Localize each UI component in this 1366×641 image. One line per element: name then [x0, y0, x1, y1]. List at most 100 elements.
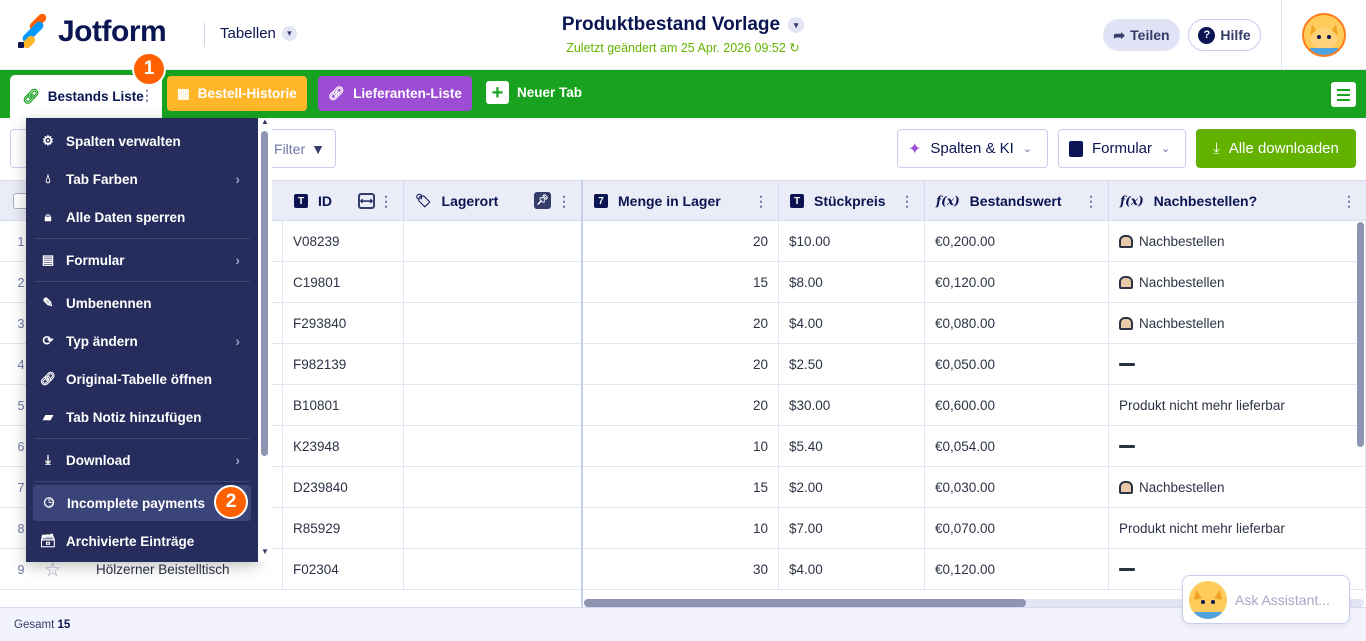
- menu-item-archivierte-eintraege[interactable]: 🗃︎ Archivierte Einträge: [26, 523, 258, 559]
- menu-item-typ-aendern[interactable]: ⟳ Typ ändern ›: [26, 323, 258, 359]
- cell-reorder[interactable]: [1109, 426, 1366, 467]
- cell-price[interactable]: $30.00: [779, 385, 925, 426]
- cell-loc[interactable]: [404, 549, 582, 590]
- page-title[interactable]: Produktbestand Vorlage ▾: [562, 14, 805, 36]
- cell-loc[interactable]: [404, 303, 582, 344]
- column-menu-icon[interactable]: ⋮: [1342, 193, 1356, 209]
- menu-scrollbar-thumb[interactable]: [261, 131, 268, 456]
- tab-bestell-historie[interactable]: ▦ Bestell-Historie: [167, 76, 307, 111]
- cell-id[interactable]: K23948: [283, 426, 404, 467]
- cell-id[interactable]: C19801: [283, 262, 404, 303]
- cell-qty[interactable]: 10: [583, 508, 779, 549]
- cell-value[interactable]: €0,600.00: [925, 385, 1109, 426]
- tab-options-icon[interactable]: ⋮: [140, 87, 154, 103]
- column-menu-icon[interactable]: ⋮: [900, 193, 914, 209]
- cell-id[interactable]: D239840: [283, 467, 404, 508]
- cell-id[interactable]: F02304: [283, 549, 404, 590]
- cell-price[interactable]: $7.00: [779, 508, 925, 549]
- column-header-bestandswert[interactable]: f(x) Bestandswert ⋮: [925, 181, 1109, 221]
- tab-bestands-liste[interactable]: 🔗︎ Bestands Liste ⋮: [10, 75, 162, 118]
- cell-id[interactable]: R85929: [283, 508, 404, 549]
- search-box-edge[interactable]: [10, 129, 30, 168]
- cell-qty[interactable]: 20: [583, 303, 779, 344]
- cell-value[interactable]: €0,200.00: [925, 221, 1109, 262]
- cell-reorder[interactable]: Produkt nicht mehr lieferbar: [1109, 508, 1366, 549]
- cell-name[interactable]: [86, 262, 283, 303]
- menu-item-download[interactable]: ⤓ Download ›: [26, 442, 258, 478]
- share-button[interactable]: ➦ Teilen: [1103, 19, 1180, 51]
- cell-qty[interactable]: 30: [583, 549, 779, 590]
- tables-dropdown[interactable]: Tabellen ▾: [220, 25, 297, 42]
- column-header-lagerort[interactable]: 🏷︎ Lagerort 📌︎ ⋮: [404, 181, 582, 221]
- new-tab-button[interactable]: + Neuer Tab: [486, 81, 582, 104]
- column-menu-icon[interactable]: ⋮: [557, 193, 571, 209]
- cell-reorder[interactable]: Nachbestellen: [1109, 467, 1366, 508]
- cell-value[interactable]: €0,080.00: [925, 303, 1109, 344]
- cell-loc[interactable]: [404, 262, 582, 303]
- cell-price[interactable]: $8.00: [779, 262, 925, 303]
- columns-ai-button[interactable]: ✦ Spalten & KI ⌄: [897, 129, 1048, 168]
- menu-item-formular[interactable]: ▤ Formular ›: [26, 242, 258, 278]
- cell-name[interactable]: [86, 426, 283, 467]
- cell-reorder[interactable]: Nachbestellen: [1109, 221, 1366, 262]
- cell-price[interactable]: $4.00: [779, 303, 925, 344]
- menu-item-tab-notiz[interactable]: ▰ Tab Notiz hinzufügen: [26, 399, 258, 435]
- column-header-id[interactable]: T ID ⟷ ⋮: [283, 181, 404, 221]
- menu-item-original-tabelle[interactable]: 🔗︎ Original-Tabelle öffnen: [26, 361, 258, 397]
- cell-qty[interactable]: 15: [583, 467, 779, 508]
- cell-loc[interactable]: [404, 385, 582, 426]
- cell-qty[interactable]: 15: [583, 262, 779, 303]
- cell-price[interactable]: $4.00: [779, 549, 925, 590]
- vertical-scrollbar[interactable]: [1357, 222, 1364, 447]
- table-row[interactable]: 9 ☆ Hölzerner Beistelltisch F02304 30 $4.00 €0…: [0, 549, 1366, 590]
- cell-loc[interactable]: [404, 426, 582, 467]
- cell-value[interactable]: €0,054.00: [925, 426, 1109, 467]
- column-header-nachbestellen[interactable]: f(x) Nachbestellen? ⋮: [1109, 181, 1366, 221]
- cell-loc[interactable]: [404, 467, 582, 508]
- cell-reorder[interactable]: Nachbestellen: [1109, 262, 1366, 303]
- horizontal-scrollbar-thumb[interactable]: [584, 599, 1026, 607]
- ask-assistant-button[interactable]: Ask Assistant...: [1182, 575, 1350, 624]
- cell-name[interactable]: [86, 221, 283, 262]
- cell-loc[interactable]: [404, 344, 582, 385]
- jotform-logo[interactable]: Jotform: [18, 12, 167, 50]
- cell-name[interactable]: Hölzerner Beistelltisch: [86, 549, 283, 590]
- cell-reorder[interactable]: [1109, 344, 1366, 385]
- avatar[interactable]: [1302, 13, 1346, 57]
- cell-loc[interactable]: [404, 508, 582, 549]
- menu-item-umbenennen[interactable]: ✎ Umbenennen: [26, 285, 258, 321]
- cell-price[interactable]: $5.40: [779, 426, 925, 467]
- cell-value[interactable]: €0,050.00: [925, 344, 1109, 385]
- cell-loc[interactable]: [404, 221, 582, 262]
- download-all-button[interactable]: ⤓ Alle downloaden: [1196, 129, 1356, 168]
- menu-item-alle-daten-sperren[interactable]: 🔒︎ Alle Daten sperren: [26, 199, 258, 235]
- cell-value[interactable]: €0,070.00: [925, 508, 1109, 549]
- cell-id[interactable]: B10801: [283, 385, 404, 426]
- cell-price[interactable]: $2.50: [779, 344, 925, 385]
- cell-id[interactable]: F982139: [283, 344, 404, 385]
- column-menu-icon[interactable]: ⋮: [379, 193, 393, 209]
- cell-price[interactable]: $2.00: [779, 467, 925, 508]
- cell-name[interactable]: [86, 467, 283, 508]
- cell-name[interactable]: [86, 508, 283, 549]
- cell-qty[interactable]: 10: [583, 426, 779, 467]
- horizontal-scrollbar[interactable]: [584, 599, 1364, 607]
- menu-scrollbar[interactable]: ▲ ▼: [258, 117, 272, 562]
- cell-name[interactable]: [86, 344, 283, 385]
- cell-qty[interactable]: 20: [583, 344, 779, 385]
- cell-name[interactable]: [86, 385, 283, 426]
- cell-reorder[interactable]: Nachbestellen: [1109, 303, 1366, 344]
- help-button[interactable]: ? Hilfe: [1188, 19, 1261, 51]
- column-header-menge[interactable]: 7 Menge in Lager ⋮: [583, 181, 779, 221]
- hamburger-menu-icon[interactable]: [1331, 82, 1356, 107]
- column-menu-icon[interactable]: ⋮: [1084, 193, 1098, 209]
- cell-qty[interactable]: 20: [583, 385, 779, 426]
- cell-qty[interactable]: 20: [583, 221, 779, 262]
- menu-item-spalten-verwalten[interactable]: ⚙ Spalten verwalten: [26, 123, 258, 159]
- cell-id[interactable]: F293840: [283, 303, 404, 344]
- column-header-stueckpreis[interactable]: T Stückpreis ⋮: [779, 181, 925, 221]
